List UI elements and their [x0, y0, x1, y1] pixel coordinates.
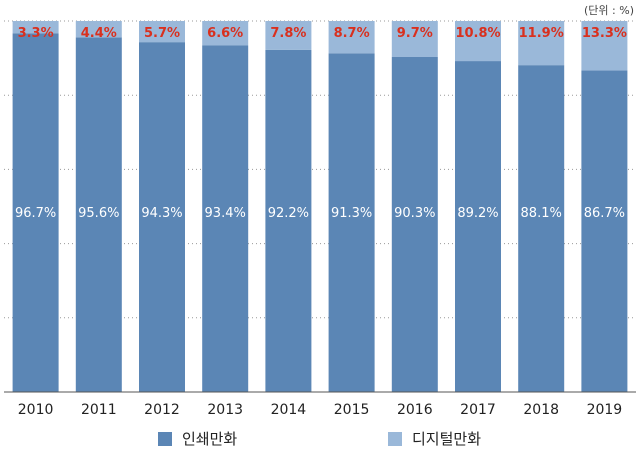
data-label-print-2016: 90.3% [394, 206, 435, 221]
data-label-print-2019: 86.7% [584, 206, 625, 221]
data-label-print-2010: 96.7% [15, 206, 56, 221]
bar-print-2015 [328, 53, 375, 392]
legend-swatch-digital [388, 431, 402, 446]
bar-digital-2011 [75, 21, 122, 38]
x-tick-label-2019: 2019 [587, 402, 623, 418]
bar-digital-2017 [455, 21, 501, 62]
data-label-digital-2013: 6.6% [207, 26, 243, 41]
data-label-digital-2017: 10.8% [455, 26, 500, 41]
bar-print-2019 [581, 70, 628, 392]
data-label-print-2011: 95.6% [78, 206, 119, 221]
bar-print-2017 [455, 61, 501, 393]
x-tick-label-2014: 2014 [271, 402, 307, 418]
bar-print-2013 [202, 45, 249, 393]
data-label-digital-2016: 9.7% [397, 26, 433, 41]
data-label-print-2013: 93.4% [205, 206, 246, 221]
legend-label-digital: 디지털만화 [412, 430, 482, 448]
bar-print-2016 [391, 56, 438, 392]
labels: 96.7% 3.3% 2010 95.6% 4.4% 2011 94.3% 5.7% 2012 9… [15, 26, 627, 418]
x-tick-label-2018: 2018 [523, 402, 559, 418]
bar-digital-2016 [391, 21, 438, 57]
legend-item-print: 인쇄만화 [158, 428, 237, 449]
bar-digital-2014 [265, 21, 312, 50]
x-tick-label-2013: 2013 [207, 402, 243, 418]
data-label-digital-2019: 13.3% [582, 26, 627, 41]
legend-item-digital: 디지털만화 [388, 428, 481, 449]
legend-swatch-print [158, 431, 172, 446]
x-tick-label-2015: 2015 [334, 402, 370, 418]
x-tick-label-2012: 2012 [144, 402, 180, 418]
data-label-digital-2018: 11.9% [519, 26, 564, 41]
bar-print-2018 [518, 65, 565, 393]
data-label-digital-2015: 8.7% [334, 26, 370, 41]
bar-digital-2018 [518, 21, 565, 66]
data-label-digital-2014: 7.8% [270, 26, 306, 41]
bar-digital-2013 [202, 21, 249, 46]
x-tick-label-2010: 2010 [18, 402, 54, 418]
legend-label-print: 인쇄만화 [182, 430, 238, 448]
x-tick-label-2016: 2016 [397, 402, 433, 418]
bar-print-2010 [12, 33, 59, 392]
bar-digital-2015 [328, 21, 375, 54]
x-tick-label-2011: 2011 [81, 402, 117, 418]
bar-digital-2010 [12, 21, 59, 34]
data-label-digital-2010: 3.3% [18, 26, 54, 41]
bar-print-2011 [75, 37, 122, 392]
gridlines [4, 20, 636, 319]
bar-digital-2019 [581, 21, 628, 71]
bar-digital-2012 [139, 21, 185, 43]
data-label-print-2015: 91.3% [331, 206, 372, 221]
bar-print-2014 [265, 49, 312, 393]
unit-label: (단위 : %) [584, 4, 634, 17]
data-label-print-2012: 94.3% [141, 206, 182, 221]
data-label-digital-2012: 5.7% [144, 26, 180, 41]
data-label-digital-2011: 4.4% [81, 26, 117, 41]
bars [12, 21, 628, 393]
bar-print-2012 [139, 42, 185, 392]
data-label-print-2014: 92.2% [268, 206, 309, 221]
x-tick-label-2017: 2017 [460, 402, 496, 418]
data-label-print-2018: 88.1% [521, 206, 562, 221]
data-label-print-2017: 89.2% [457, 206, 498, 221]
